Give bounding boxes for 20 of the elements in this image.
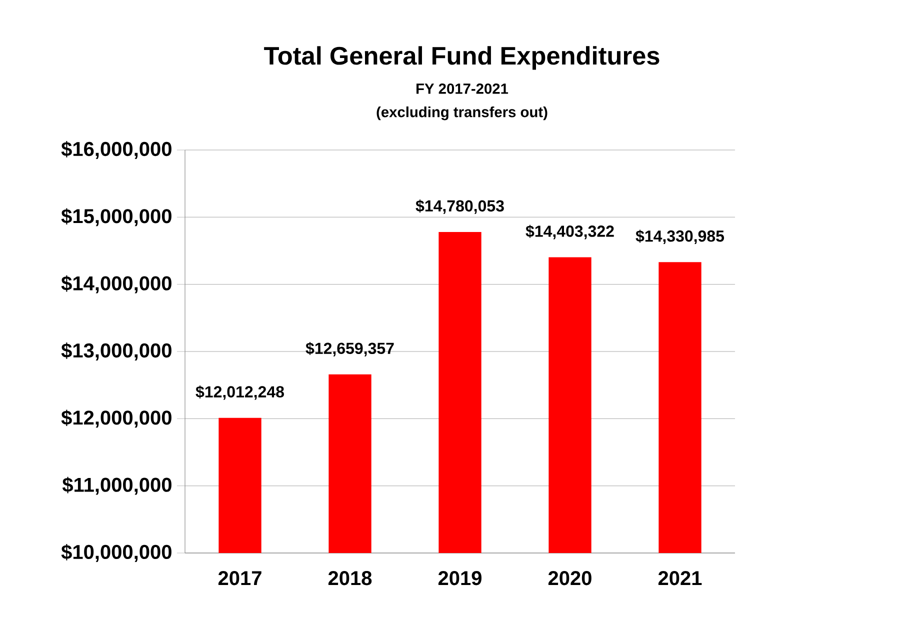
x-tick-label: 2021 xyxy=(658,571,702,586)
x-tick-label: 2017 xyxy=(218,571,262,586)
y-tick-label: $16,000,000 xyxy=(61,141,172,159)
x-tick-label: 2018 xyxy=(328,571,372,586)
data-label: $12,012,248 xyxy=(196,385,284,400)
data-label: $14,403,322 xyxy=(526,224,614,240)
text: (excluding transfers out) xyxy=(376,106,548,120)
y-tick-label: $15,000,000 xyxy=(61,208,172,226)
chart-title: Total General Fund Expenditures xyxy=(264,46,660,70)
y-tick-label: $13,000,000 xyxy=(61,342,172,360)
y-tick-label: $12,000,000 xyxy=(61,410,172,428)
data-label: $12,659,357 xyxy=(306,342,394,356)
chart-subtitle: FY 2017-2021 xyxy=(416,83,508,94)
data-label: $14,780,053 xyxy=(416,200,504,214)
y-tick-label: $14,000,000 xyxy=(61,275,172,294)
y-tick-label: $11,000,000 xyxy=(62,476,172,495)
y-tick-label: $10,000,000 xyxy=(61,544,172,562)
x-tick-label: 2019 xyxy=(438,571,482,586)
data-label: $14,330,985 xyxy=(636,230,724,244)
x-tick-label: 2020 xyxy=(548,571,592,586)
